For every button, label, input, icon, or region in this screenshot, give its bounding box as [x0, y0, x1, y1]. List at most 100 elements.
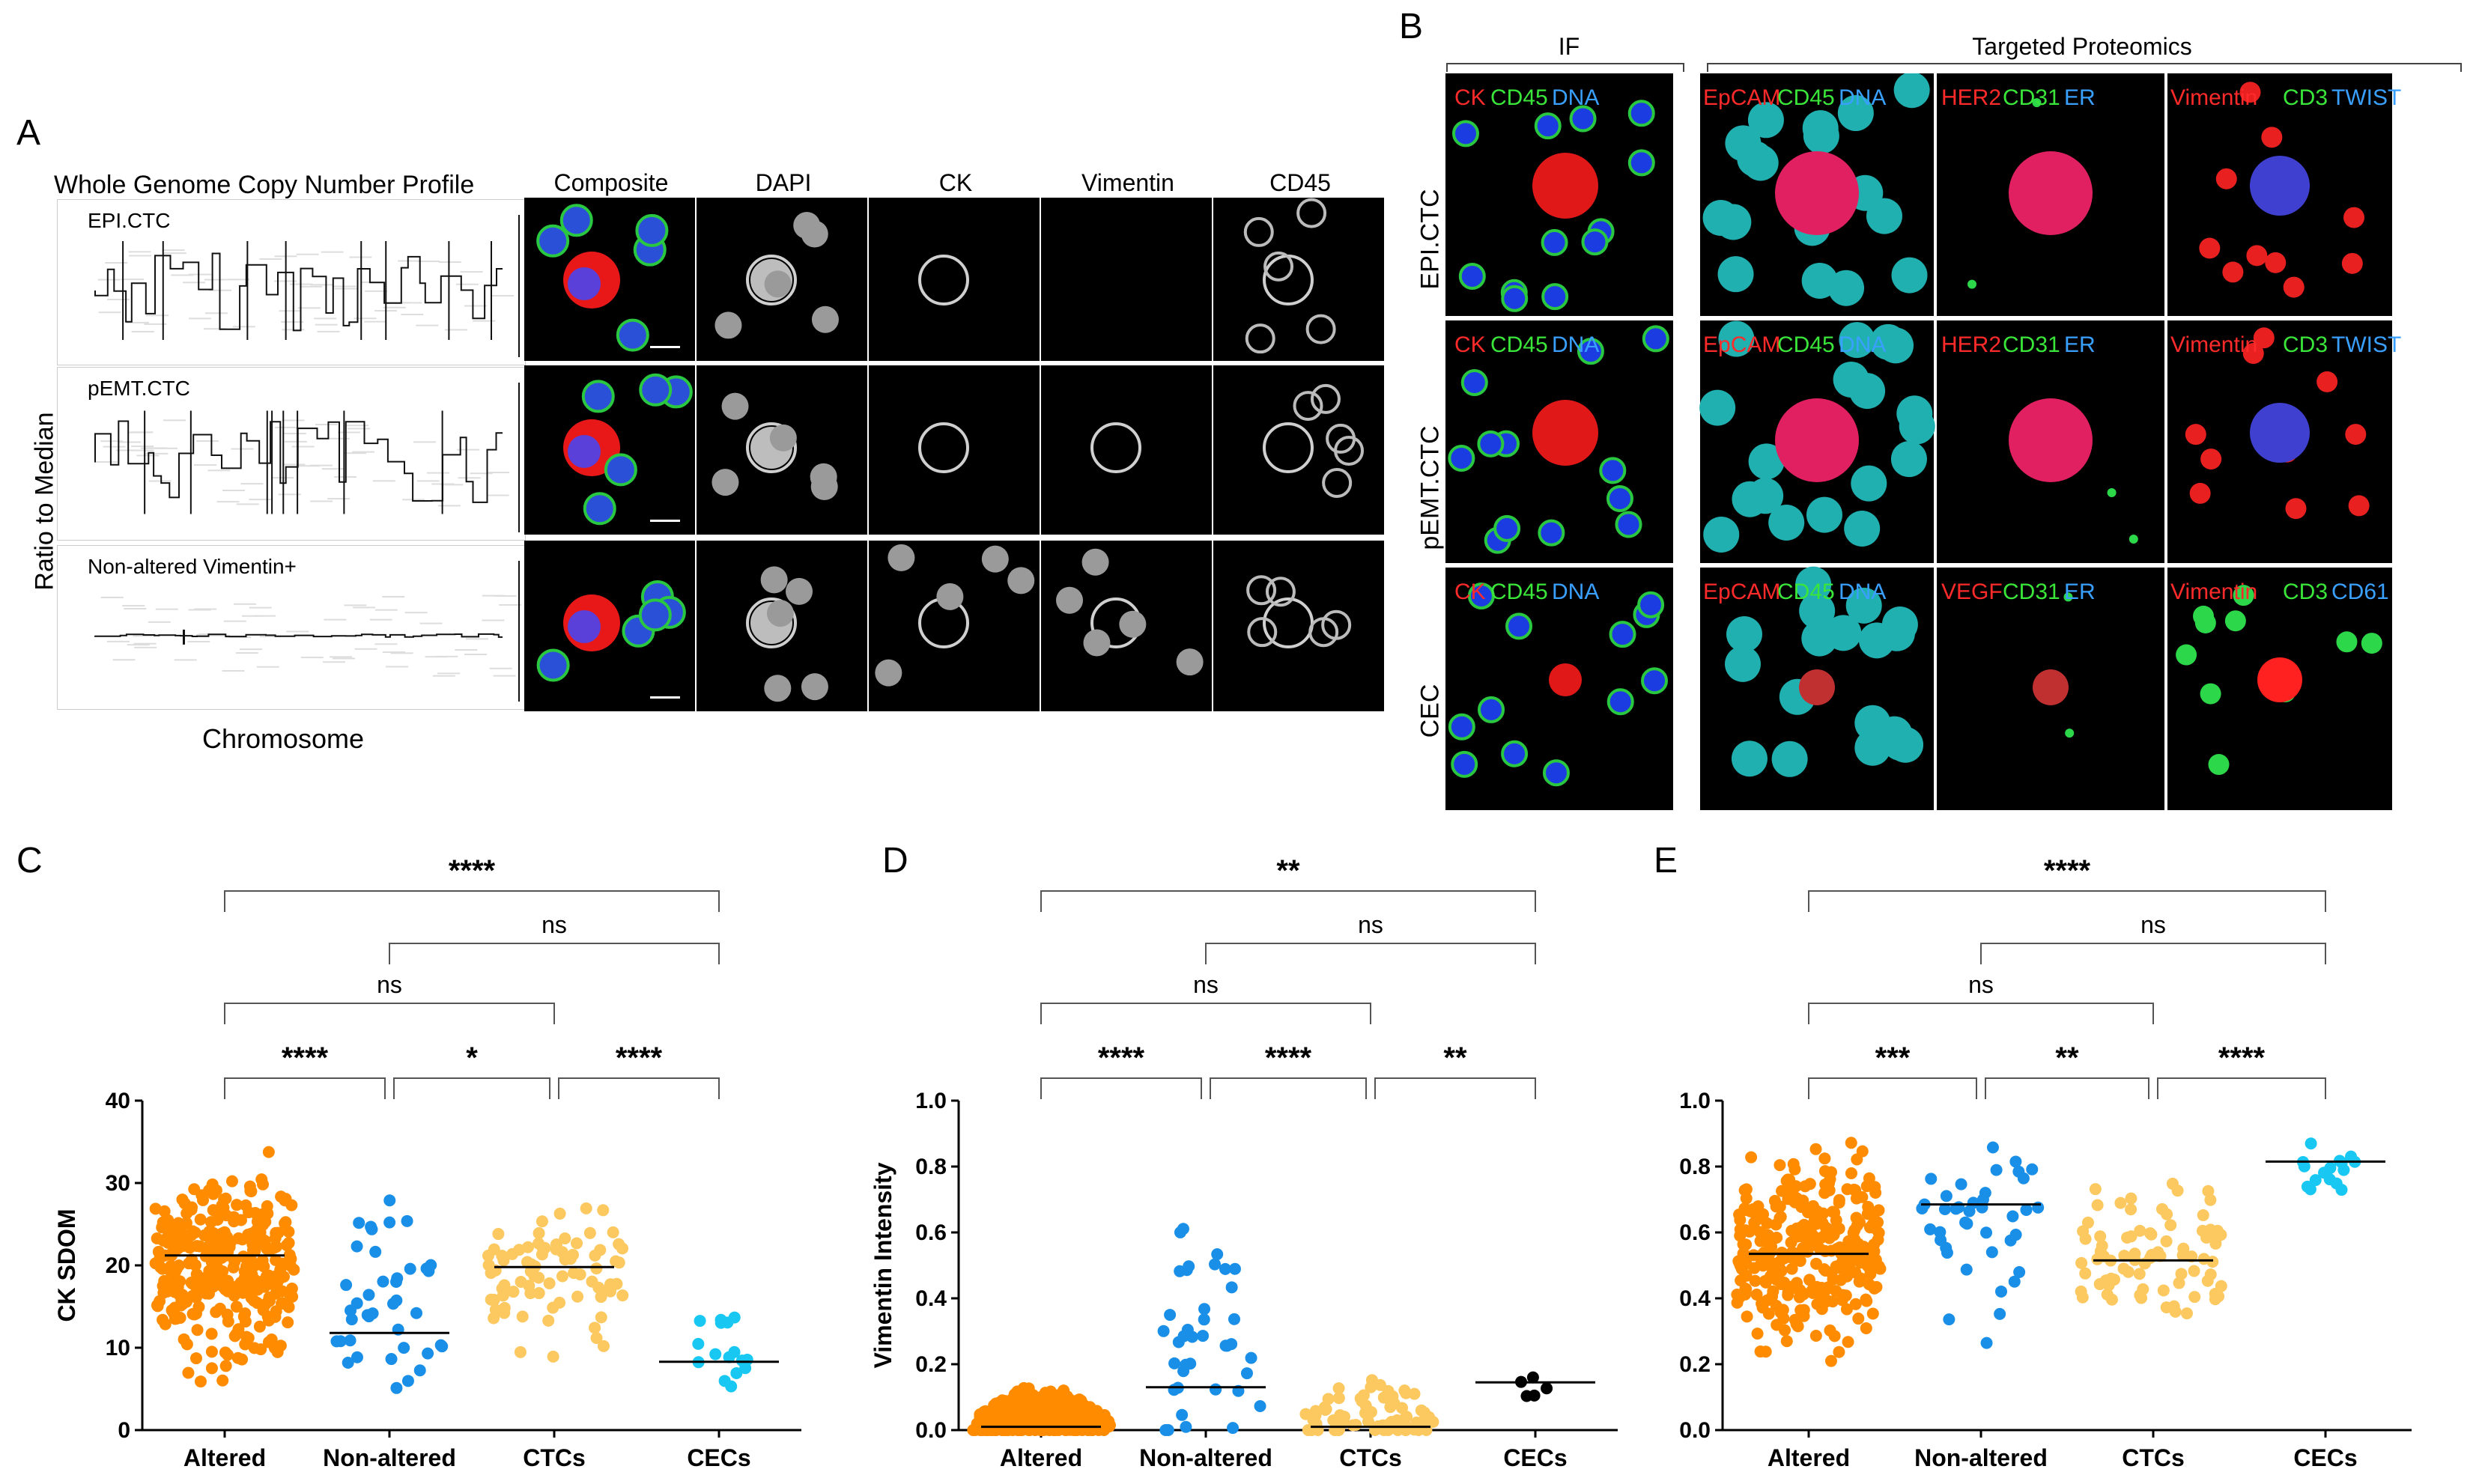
- data-point: [401, 1214, 413, 1227]
- cn-noise: [129, 255, 152, 257]
- cell: [1599, 457, 1627, 484]
- significance-bracket: [224, 1003, 555, 1024]
- cn-noise: [163, 419, 186, 422]
- data-point: [1955, 1178, 1967, 1190]
- cell: [1083, 629, 1111, 657]
- data-point: [589, 1249, 601, 1262]
- data-point: [1011, 1385, 1024, 1398]
- data-point: [240, 1331, 253, 1343]
- significance-bracket: [1040, 890, 1536, 912]
- data-point: [422, 1347, 434, 1360]
- cell: [1293, 391, 1323, 422]
- data-point: [498, 1301, 511, 1314]
- channel-label: DNA: [1552, 332, 1600, 357]
- cell: [1641, 667, 1669, 695]
- cn-noise: [315, 323, 338, 326]
- cell: [1493, 514, 1521, 542]
- cell: [2246, 245, 2268, 267]
- cn-noise: [241, 615, 264, 617]
- data-point: [270, 1305, 282, 1318]
- cell: [1627, 149, 1655, 177]
- data-point: [1198, 1303, 1211, 1316]
- channel-label: Vimentin: [2170, 580, 2258, 604]
- cn-noise: [128, 251, 151, 253]
- data-point: [383, 1216, 396, 1229]
- cell: [1627, 100, 1655, 127]
- data-point: [1779, 1324, 1791, 1336]
- cn-noise: [133, 635, 156, 637]
- cn-noise: [145, 452, 169, 454]
- data-point: [1828, 1330, 1841, 1342]
- data-point: [616, 1242, 628, 1255]
- cell: [2361, 633, 2382, 654]
- cn-noise: [354, 317, 377, 320]
- channel-label: CK: [1454, 332, 1486, 357]
- significance-label: ****: [2044, 854, 2091, 887]
- ctc-cell: [918, 422, 969, 473]
- data-point: [2114, 1196, 2127, 1209]
- data-point: [1868, 1238, 1881, 1251]
- nucleus: [568, 610, 601, 643]
- data-point: [151, 1232, 163, 1245]
- cn-noise: [473, 320, 496, 322]
- data-point: [1785, 1262, 1798, 1275]
- data-point: [1064, 1419, 1076, 1432]
- data-point: [482, 1259, 495, 1271]
- x-tick-label: Altered: [183, 1444, 266, 1471]
- data-point: [1940, 1190, 1953, 1202]
- cell: [616, 318, 649, 352]
- significance-bracket: [389, 943, 720, 964]
- data-point: [1841, 1270, 1854, 1283]
- data-point: [1061, 1405, 1073, 1417]
- y-tick-label: 0.0: [915, 1418, 947, 1443]
- cn-xlabel: Chromosome: [202, 723, 365, 754]
- data-point: [1801, 1206, 1814, 1219]
- data-point: [270, 1270, 282, 1283]
- cn-noise: [315, 424, 338, 426]
- cn-noise: [416, 480, 440, 482]
- data-point: [574, 1268, 586, 1281]
- cn-noise: [118, 441, 141, 443]
- cell: [1795, 566, 1832, 603]
- cell: [769, 424, 797, 451]
- data-point: [1794, 1304, 1807, 1316]
- data-point: [616, 1289, 629, 1302]
- data-point: [1177, 1365, 1190, 1378]
- cell: [1748, 443, 1785, 480]
- cn-noise: [296, 253, 319, 255]
- cn-noise: [95, 461, 118, 463]
- channel-label: CD31: [2003, 332, 2060, 357]
- cell: [1828, 270, 1865, 306]
- data-point: [2167, 1300, 2180, 1313]
- cn-noise: [103, 445, 126, 448]
- data-point: [1828, 1206, 1841, 1219]
- y-tick-label: 10: [106, 1336, 130, 1360]
- cell: [1609, 621, 1636, 648]
- target-cell: [2009, 151, 2093, 235]
- data-point: [1845, 1137, 1857, 1149]
- significance-bracket: [1808, 1077, 1977, 1099]
- cell: [801, 673, 828, 701]
- data-point: [1938, 1203, 1951, 1216]
- data-point: [709, 1348, 722, 1360]
- data-point: [227, 1261, 240, 1274]
- cell: [1263, 251, 1294, 282]
- data-point: [516, 1310, 529, 1323]
- cell: [2239, 82, 2261, 103]
- data-point: [553, 1296, 566, 1309]
- data-point: [1858, 1253, 1871, 1266]
- cell: [2107, 488, 2117, 498]
- data-point: [2076, 1291, 2089, 1304]
- data-point: [1818, 1152, 1831, 1165]
- channel-label: CD3: [2283, 85, 2328, 110]
- target-cell: [2250, 156, 2310, 216]
- data-point: [1860, 1322, 1872, 1334]
- cn-noise: [100, 440, 124, 443]
- data-point: [213, 1302, 226, 1315]
- cell: [1542, 759, 1570, 787]
- cell: [1451, 120, 1479, 148]
- data-point: [1824, 1166, 1837, 1179]
- data-point: [1808, 1214, 1821, 1226]
- cn-trace: [94, 215, 520, 357]
- data-point: [1788, 1163, 1801, 1176]
